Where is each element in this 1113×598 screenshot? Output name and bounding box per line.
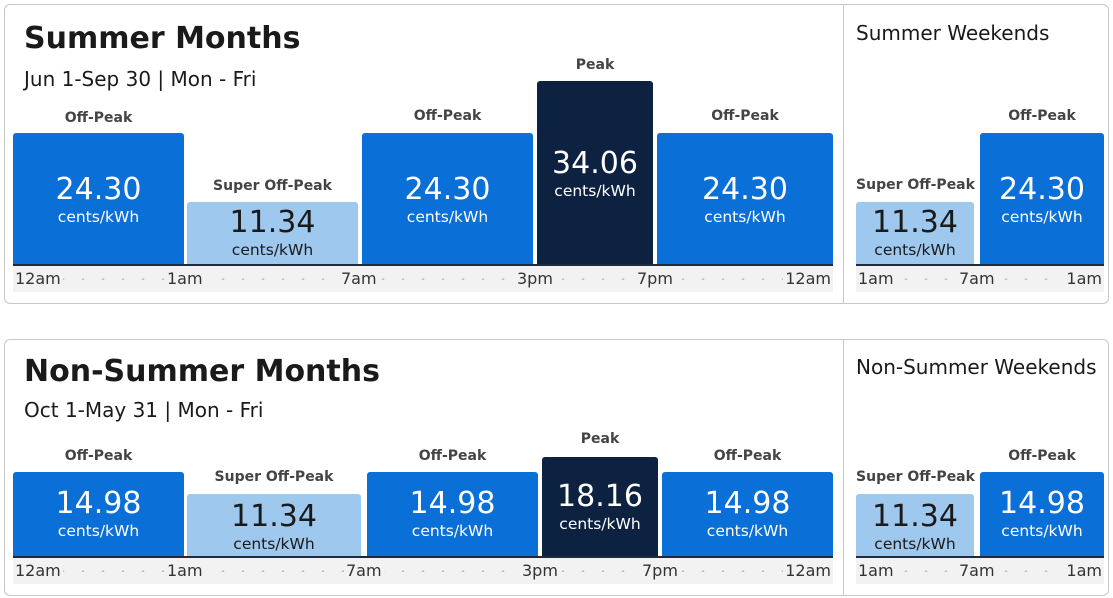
- axis-tick: 3pm: [515, 269, 555, 288]
- axis-tick: 7pm: [640, 561, 680, 580]
- rate-bar: 11.34 cents/kWh: [187, 202, 358, 264]
- period-label: Super Off-Peak: [213, 178, 332, 194]
- axis-tick: 7am: [344, 561, 384, 580]
- rate-value: 11.34: [231, 499, 317, 534]
- rate-value: 34.06: [552, 146, 638, 181]
- period-label: Off-Peak: [713, 448, 782, 464]
- rate-unit: cents/kWh: [559, 515, 641, 533]
- period-label: Off-Peak: [1008, 108, 1076, 124]
- axis-tick: 1am: [165, 561, 205, 580]
- rate-value: 24.30: [55, 172, 142, 207]
- weekday-weekend-divider: [843, 5, 844, 303]
- rate-value: 14.98: [409, 486, 496, 521]
- rate-bar: 11.34 cents/kWh: [187, 494, 361, 556]
- rate-value: 14.98: [704, 486, 791, 521]
- rate-unit: cents/kWh: [57, 208, 140, 226]
- rate-value: 11.34: [229, 205, 316, 240]
- summer-card: Summer Months Jun 1-Sep 30 | Mon - Fri O…: [4, 4, 1109, 304]
- non-summer-card: Non-Summer Months Oct 1-May 31 | Mon - F…: [4, 339, 1109, 596]
- axis-dots: [13, 278, 833, 280]
- rate-value: 24.30: [702, 172, 788, 207]
- rate-value: 11.34: [872, 499, 958, 534]
- period-label: Super Off-Peak: [856, 177, 975, 193]
- axis-tick: 12am: [13, 561, 63, 580]
- axis-tick: 12am: [783, 561, 833, 580]
- rate-value: 11.34: [872, 205, 958, 240]
- time-axis: 1am 7am 1am: [856, 264, 1104, 292]
- time-axis: 1am 7am 1am: [856, 556, 1104, 584]
- rate-unit: cents/kWh: [554, 182, 636, 200]
- time-axis: 12am 1am 7am 3pm 7pm 12am: [13, 264, 833, 292]
- rate-bar: 18.16 cents/kWh: [542, 457, 658, 556]
- axis-tick: 1am: [165, 269, 205, 288]
- rate-unit: cents/kWh: [874, 241, 956, 259]
- rate-bar: 24.30 cents/kWh: [980, 133, 1104, 264]
- rate-unit: cents/kWh: [1001, 208, 1083, 226]
- axis-tick: 1am: [856, 269, 896, 288]
- rate-bar: 14.98 cents/kWh: [662, 472, 833, 556]
- period-label: Off-Peak: [418, 448, 487, 464]
- rate-value: 18.16: [557, 479, 643, 514]
- period-label: Peak: [575, 57, 615, 73]
- axis-tick: 7am: [957, 561, 997, 580]
- axis-tick: 1am: [1064, 561, 1104, 580]
- rate-unit: cents/kWh: [406, 208, 489, 226]
- rate-value: 24.30: [404, 172, 491, 207]
- rate-unit: cents/kWh: [874, 535, 956, 553]
- rate-bar: 14.98 cents/kWh: [13, 472, 184, 556]
- non-summer-weekday-title: Non-Summer Months: [24, 354, 380, 389]
- time-axis: 12am 1am 7am 3pm 7pm 12am: [13, 556, 833, 584]
- summer-weekday-title: Summer Months: [24, 21, 301, 56]
- axis-tick: 3pm: [520, 561, 560, 580]
- axis-dots: [13, 570, 833, 572]
- axis-tick: 1am: [1064, 269, 1104, 288]
- weekday-weekend-divider: [843, 340, 844, 595]
- period-label: Super Off-Peak: [214, 469, 334, 485]
- rate-unit: cents/kWh: [233, 535, 315, 553]
- period-label: Peak: [580, 431, 620, 447]
- rate-bar: 14.98 cents/kWh: [367, 472, 538, 556]
- non-summer-weekday-subtitle: Oct 1-May 31 | Mon - Fri: [24, 398, 264, 422]
- period-label: Off-Peak: [711, 108, 779, 124]
- rate-bar: 34.06 cents/kWh: [537, 81, 653, 264]
- axis-tick: 12am: [783, 269, 833, 288]
- summer-weekend-title: Summer Weekends: [856, 21, 1050, 45]
- rate-unit: cents/kWh: [411, 522, 494, 540]
- axis-tick: 7pm: [635, 269, 675, 288]
- axis-tick: 7am: [339, 269, 379, 288]
- period-label: Off-Peak: [413, 108, 482, 124]
- rate-bar: 24.30 cents/kWh: [13, 133, 184, 264]
- rate-unit: cents/kWh: [704, 208, 786, 226]
- rate-unit: cents/kWh: [231, 241, 314, 259]
- rate-value: 14.98: [999, 486, 1085, 521]
- rate-bar: 24.30 cents/kWh: [657, 133, 833, 264]
- period-label: Super Off-Peak: [856, 469, 975, 485]
- axis-tick: 1am: [856, 561, 896, 580]
- axis-tick: 12am: [13, 269, 63, 288]
- axis-tick: 7am: [957, 269, 997, 288]
- rate-unit: cents/kWh: [1001, 522, 1083, 540]
- summer-weekday-subtitle: Jun 1-Sep 30 | Mon - Fri: [24, 67, 257, 91]
- rate-bar: 14.98 cents/kWh: [980, 472, 1104, 556]
- period-label: Off-Peak: [64, 448, 133, 464]
- period-label: Off-Peak: [1008, 448, 1076, 464]
- rate-unit: cents/kWh: [706, 522, 789, 540]
- period-label: Off-Peak: [64, 110, 133, 126]
- rate-value: 24.30: [999, 172, 1085, 207]
- non-summer-weekend-title: Non-Summer Weekends: [856, 355, 1097, 379]
- rate-bar: 11.34 cents/kWh: [856, 494, 974, 556]
- rate-unit: cents/kWh: [57, 522, 140, 540]
- rate-bar: 24.30 cents/kWh: [362, 133, 533, 264]
- rate-bar: 11.34 cents/kWh: [856, 202, 974, 264]
- rate-value: 14.98: [55, 486, 142, 521]
